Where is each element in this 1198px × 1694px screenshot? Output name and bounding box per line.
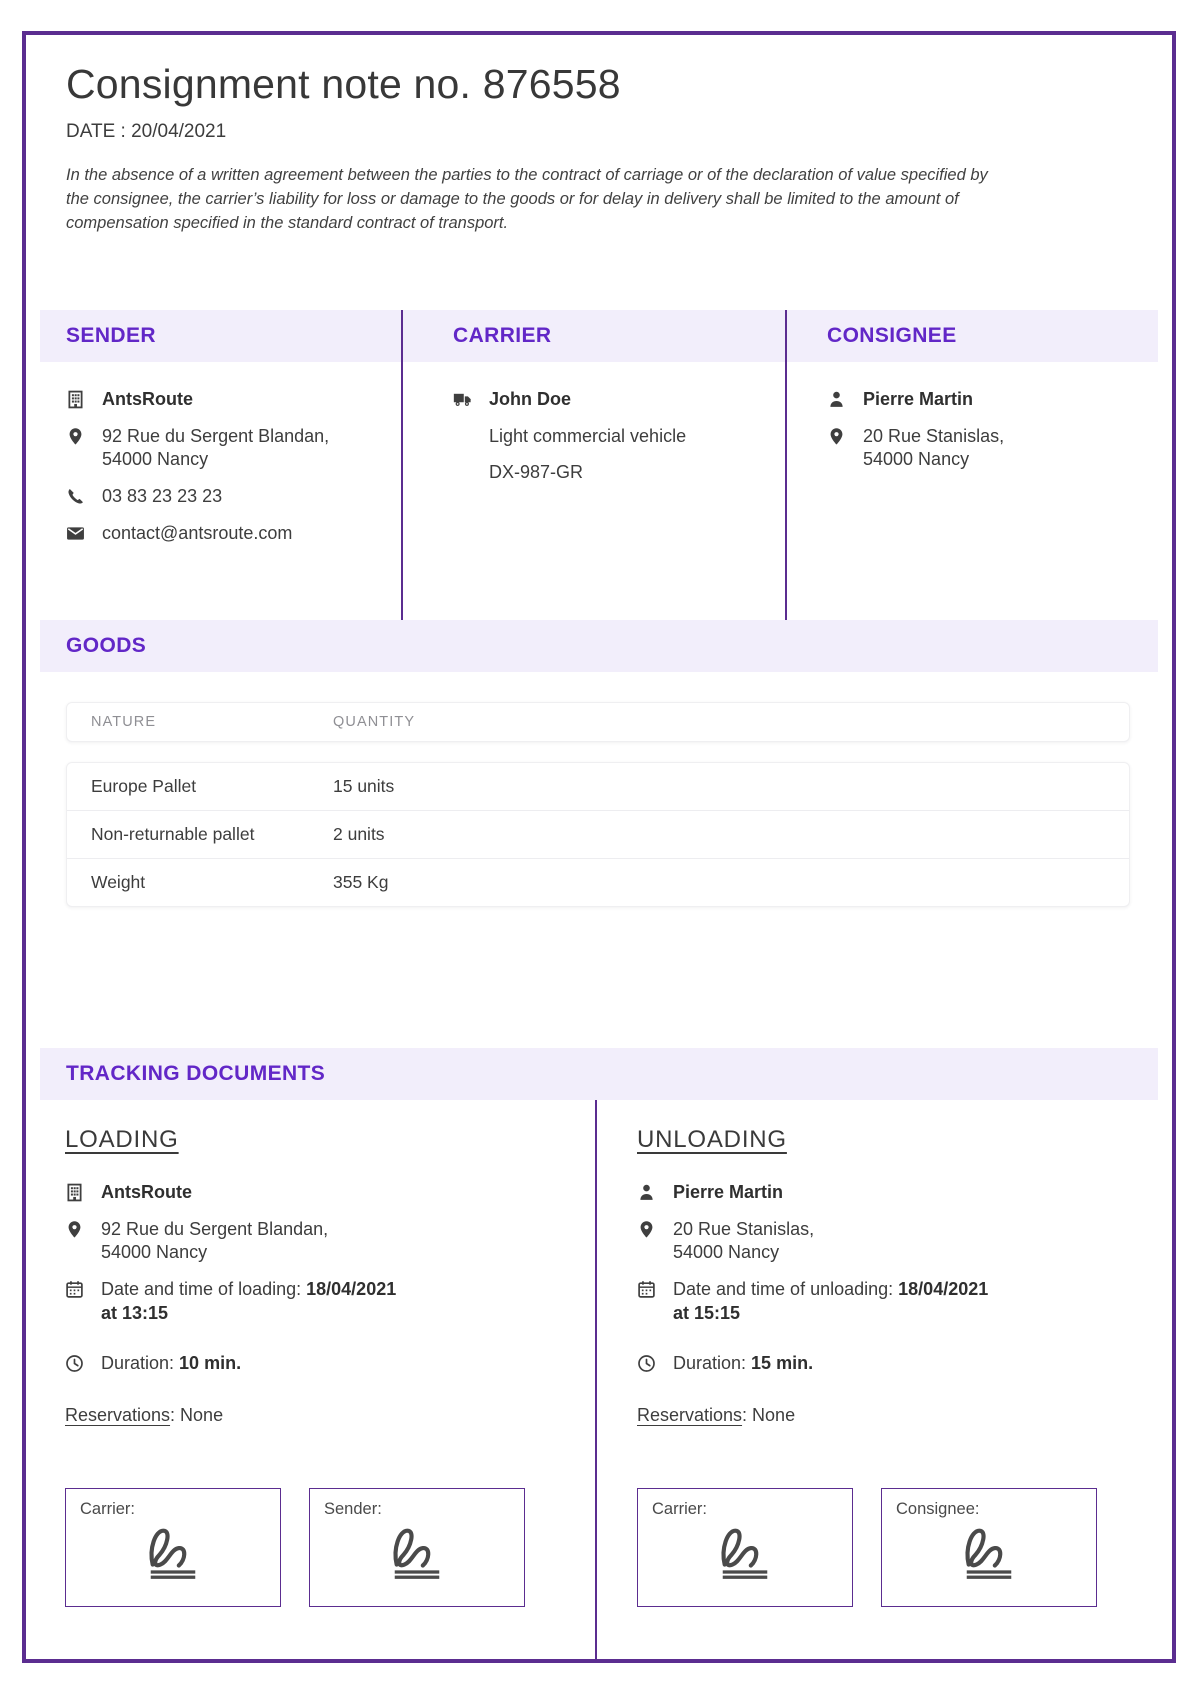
unloading-datetime: Date and time of unloading: 18/04/2021 at… [673, 1279, 989, 1323]
signature-scribble [712, 1521, 778, 1581]
loading-name: AntsRoute [101, 1181, 192, 1202]
table-row: Non-returnable pallet 2 units [67, 809, 1129, 858]
column-header-nature: NATURE [91, 713, 157, 730]
sender-address: 92 Rue du Sergent Blandan, 54000 Nancy [102, 425, 330, 470]
loading-column: LOADING AntsRoute 92 Rue du Sergent Blan… [26, 1100, 595, 1659]
goods-nature: Weight [91, 871, 146, 892]
loading-address: 92 Rue du Sergent Blandan, 54000 Nancy [101, 1218, 329, 1263]
person-icon [637, 1183, 659, 1202]
signature-label: Consignee: [896, 1500, 980, 1519]
sender-phone: 03 83 23 23 23 [102, 486, 223, 507]
goods-table: NATURE QUANTITY Europe Pallet 15 units N… [66, 701, 1130, 907]
sender-column: SENDER AntsRoute 92 Rue du Sergent Bland… [40, 309, 401, 620]
unloading-address: 20 Rue Stanislas, 54000 Nancy [673, 1218, 815, 1263]
building-icon [65, 1183, 87, 1202]
table-row: Europe Pallet 15 units [67, 763, 1129, 810]
carrier-column: CARRIER John Doe Light commercial vehicl… [401, 309, 785, 620]
unloading-name: Pierre Martin [673, 1181, 784, 1202]
loading-duration: Duration: 10 min. [101, 1352, 242, 1373]
calendar-icon [637, 1280, 659, 1299]
signature-scribble [140, 1521, 206, 1581]
unloading-duration: Duration: 15 min. [673, 1352, 814, 1373]
loading-carrier-signature-box: Carrier: [65, 1488, 281, 1608]
column-header-quantity: QUANTITY [333, 713, 416, 730]
signature-label: Carrier: [652, 1500, 708, 1519]
location-pin-icon [66, 427, 88, 446]
location-pin-icon [65, 1220, 87, 1239]
signature-scribble [384, 1521, 450, 1581]
sender-email: contact@antsroute.com [102, 522, 293, 543]
loading-reservations: Reservations: None [65, 1405, 224, 1426]
envelope-icon [66, 524, 88, 543]
goods-quantity: 355 Kg [333, 871, 389, 892]
location-pin-icon [637, 1220, 659, 1239]
truck-icon [453, 390, 475, 409]
carrier-heading: CARRIER [403, 309, 785, 362]
loading-heading: LOADING [65, 1125, 179, 1153]
signature-label: Sender: [324, 1500, 382, 1519]
consignee-heading: CONSIGNEE [787, 309, 1158, 362]
consignee-address: 20 Rue Stanislas, 54000 Nancy [863, 425, 1005, 470]
loading-datetime: Date and time of loading: 18/04/2021 at 1… [101, 1279, 397, 1323]
carrier-name: John Doe [489, 388, 572, 409]
goods-quantity: 2 units [333, 823, 385, 844]
page-title: Consignment note no. 876558 [66, 61, 621, 107]
tracking-documents-heading: TRACKING DOCUMENTS [40, 1047, 1158, 1100]
consignment-note-page: Consignment note no. 876558 DATE : 20/04… [22, 31, 1176, 1663]
signature-scribble [956, 1521, 1022, 1581]
liability-disclaimer: In the absence of a written agreement be… [66, 166, 988, 232]
goods-heading: GOODS [40, 619, 1158, 672]
unloading-heading: UNLOADING [637, 1125, 787, 1153]
clock-icon [65, 1354, 87, 1373]
unloading-consignee-signature-box: Consignee: [881, 1488, 1097, 1608]
calendar-icon [65, 1280, 87, 1299]
signature-label: Carrier: [80, 1500, 136, 1519]
table-row: Weight 355 Kg [67, 857, 1129, 906]
parties-section: SENDER AntsRoute 92 Rue du Sergent Bland… [40, 309, 1158, 620]
unloading-column: UNLOADING Pierre Martin 20 Rue Stanislas… [595, 1099, 1172, 1659]
tracking-section: LOADING AntsRoute 92 Rue du Sergent Blan… [26, 1099, 1172, 1659]
location-pin-icon [827, 427, 849, 446]
consignee-column: CONSIGNEE Pierre Martin 20 Rue Stanislas… [785, 309, 1158, 620]
building-icon [66, 390, 88, 409]
carrier-plate: DX-987-GR [489, 462, 584, 483]
clock-icon [637, 1354, 659, 1373]
sender-name: AntsRoute [102, 388, 193, 409]
goods-nature: Europe Pallet [91, 775, 197, 796]
unloading-reservations: Reservations: None [637, 1405, 796, 1426]
person-icon [827, 390, 849, 409]
consignee-name: Pierre Martin [863, 388, 974, 409]
carrier-vehicle-type: Light commercial vehicle [489, 425, 687, 446]
sender-heading: SENDER [40, 309, 401, 362]
phone-icon [66, 487, 88, 506]
goods-quantity: 15 units [333, 775, 395, 796]
loading-sender-signature-box: Sender: [309, 1488, 525, 1608]
unloading-carrier-signature-box: Carrier: [637, 1488, 853, 1608]
goods-table-header: NATURE QUANTITY [66, 701, 1130, 742]
goods-nature: Non-returnable pallet [91, 823, 255, 844]
document-date: DATE : 20/04/2021 [66, 121, 227, 143]
